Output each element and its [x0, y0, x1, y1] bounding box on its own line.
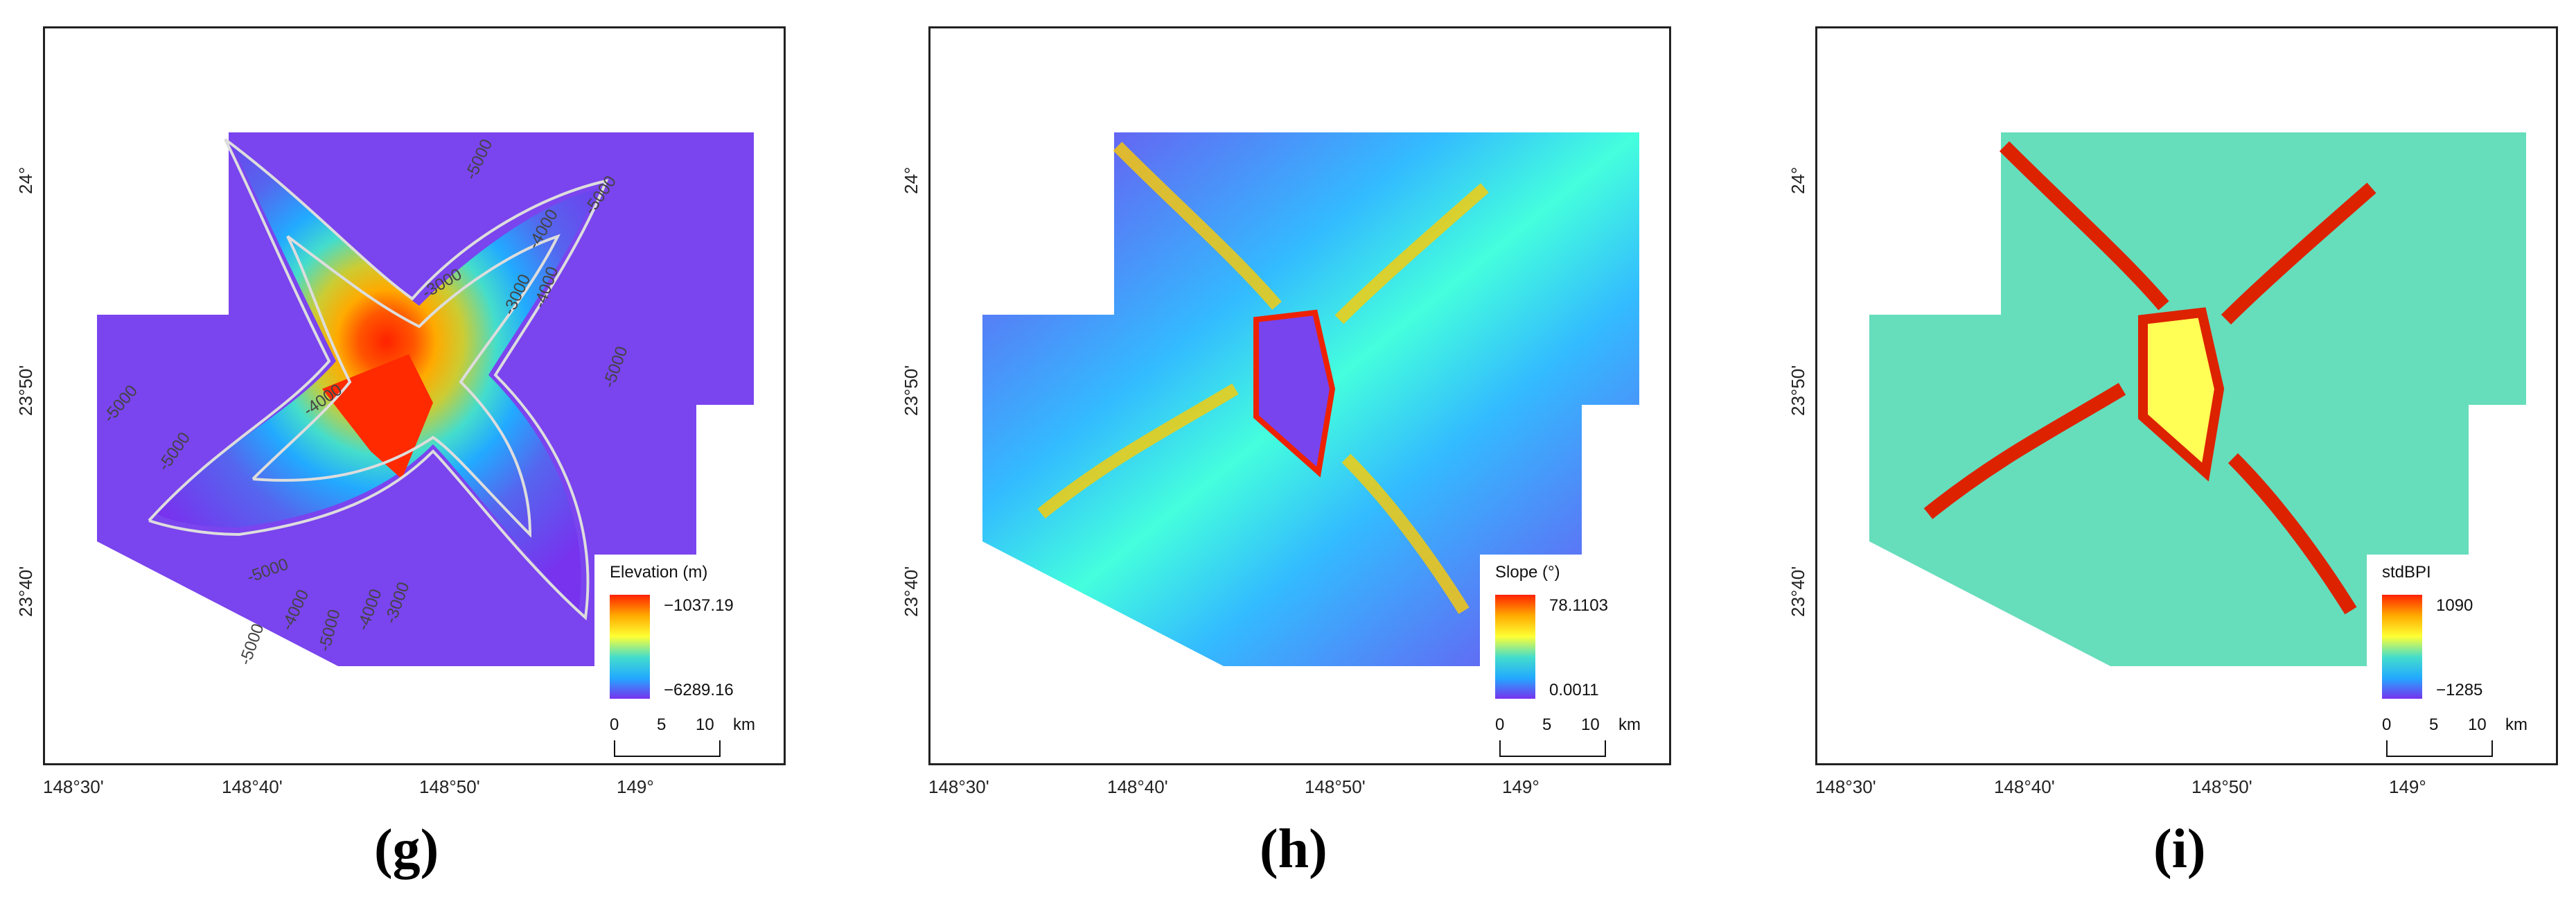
- lat-label-g-1: 24°: [15, 166, 36, 194]
- lat-label-g-2: 23°50': [15, 365, 36, 416]
- lon-label-h-2: 148°40': [1107, 776, 1168, 797]
- lon-label-g-2: 148°40': [222, 776, 283, 797]
- legend-title-g: Elevation (m): [610, 563, 708, 582]
- legend-ramp-g: [610, 595, 650, 699]
- scale-bar-h: [1499, 740, 1606, 757]
- lat-label-i-1: 24°: [1788, 166, 1808, 194]
- legend-min-i: −1285: [2436, 681, 2483, 699]
- scale-5-i: 5: [2429, 715, 2439, 734]
- stdbpi-map: [1869, 132, 2526, 666]
- lon-label-i-4: 149°: [2389, 776, 2426, 797]
- scale-10-i: 10: [2468, 715, 2487, 734]
- legend-max-g: −1037.19: [664, 596, 734, 615]
- legend-ramp-h: [1495, 595, 1535, 699]
- lat-label-i-2: 23°50': [1788, 365, 1808, 416]
- legend-i: stdBPI 1090 −1285 0 5 10 km: [2367, 555, 2554, 763]
- ridge-lines-h: [1037, 141, 1489, 614]
- ridge-lines-i: [1923, 141, 2376, 615]
- steep-summit-edges-h: [1253, 309, 1336, 478]
- lat-label-h-2: 23°50': [901, 365, 921, 416]
- legend-ramp-i: [2382, 595, 2422, 699]
- lon-label-h-3: 148°50': [1305, 776, 1366, 797]
- panel-i: stdBPI 1090 −1285 0 5 10 km 148°30' 148°…: [1718, 0, 2576, 897]
- legend-title-h: Slope (°): [1495, 563, 1560, 582]
- contour-line-inner: [252, 234, 561, 538]
- legend-title-i: stdBPI: [2382, 563, 2431, 582]
- contour-label-10: -5000: [236, 621, 267, 668]
- summit-plateau-i: [2138, 307, 2225, 482]
- scale-5-g: 5: [657, 715, 667, 734]
- caption-i: (i): [2153, 819, 2206, 880]
- lon-label-i-2: 148°40': [1994, 776, 2055, 797]
- scale-0-h: 0: [1495, 715, 1505, 734]
- legend-h: Slope (°) 78.1103 0.0011 0 5 10 km: [1480, 555, 1667, 763]
- lon-label-g-3: 148°50': [419, 776, 480, 797]
- caption-h: (h): [1260, 819, 1327, 880]
- legend-g: Elevation (m) −1037.19 −6289.16 0 5 10 k…: [594, 555, 782, 763]
- scale-unit-g: km: [733, 715, 755, 734]
- scale-0-g: 0: [610, 715, 619, 734]
- scale-unit-h: km: [1618, 715, 1641, 734]
- scale-10-h: 10: [1581, 715, 1600, 734]
- lon-label-h-4: 149°: [1502, 776, 1540, 797]
- legend-max-h: 78.1103: [1549, 596, 1608, 615]
- scale-unit-i: km: [2505, 715, 2528, 734]
- panel-g: -5000 -5000 -3000 -3000 -4000 -4000 -400…: [0, 0, 859, 897]
- elevation-map: -5000 -5000 -3000 -3000 -4000 -4000 -400…: [97, 132, 754, 668]
- legend-min-g: −6289.16: [664, 681, 734, 699]
- contour-line-outer: [148, 138, 609, 620]
- scale-10-g: 10: [696, 715, 714, 734]
- scale-0-i: 0: [2382, 715, 2392, 734]
- lat-label-i-3: 23°40': [1788, 566, 1808, 617]
- summit-plateau-g: [322, 354, 433, 479]
- scale-bar-g: [614, 740, 721, 757]
- slope-map: [982, 132, 1639, 666]
- lon-label-h-1: 148°30': [928, 776, 989, 797]
- caption-g: (g): [374, 819, 439, 880]
- scale-bar-i: [2386, 740, 2493, 757]
- lon-label-g-4: 149°: [617, 776, 654, 797]
- lon-label-i-1: 148°30': [1815, 776, 1876, 797]
- legend-min-h: 0.0011: [1549, 681, 1599, 699]
- scale-5-h: 5: [1542, 715, 1552, 734]
- lon-label-i-3: 148°50': [2191, 776, 2252, 797]
- panel-h: Slope (°) 78.1103 0.0011 0 5 10 km 148°3…: [859, 0, 1718, 897]
- lat-label-h-3: 23°40': [901, 566, 921, 617]
- lat-label-h-1: 24°: [901, 166, 921, 194]
- lat-label-g-3: 23°40': [15, 566, 36, 617]
- legend-max-i: 1090: [2436, 596, 2473, 615]
- lon-label-g-1: 148°30': [43, 776, 104, 797]
